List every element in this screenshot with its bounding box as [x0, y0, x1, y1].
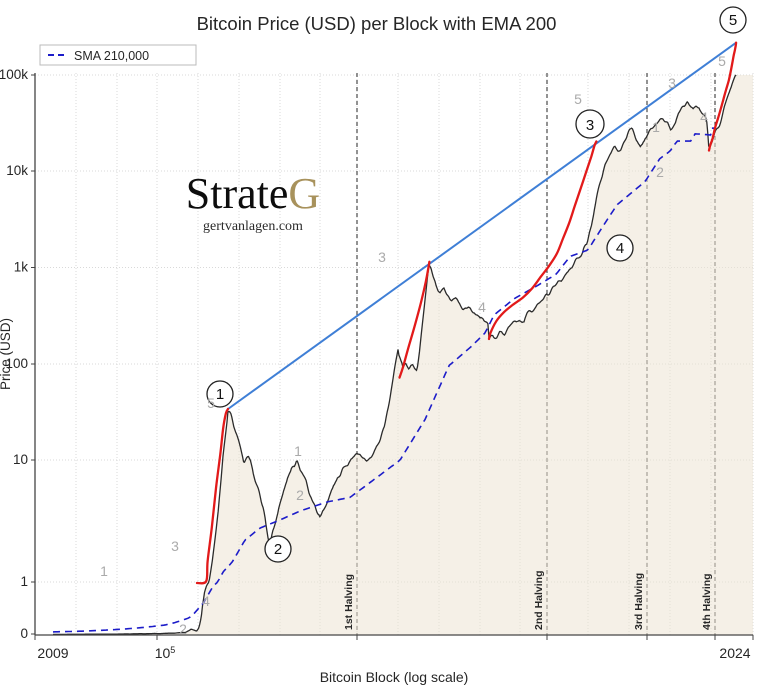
svg-text:4th Halving: 4th Halving	[701, 573, 713, 630]
svg-text:10: 10	[13, 452, 28, 467]
svg-text:1: 1	[216, 386, 224, 403]
svg-text:2009: 2009	[37, 645, 68, 661]
svg-text:1: 1	[100, 563, 108, 579]
svg-text:5: 5	[207, 395, 215, 411]
svg-text:1: 1	[20, 574, 28, 589]
svg-text:4: 4	[202, 593, 210, 609]
svg-text:2: 2	[179, 621, 187, 637]
svg-text:2: 2	[296, 487, 304, 503]
svg-text:2nd Halving: 2nd Halving	[533, 570, 545, 630]
svg-text:2024: 2024	[719, 645, 750, 661]
svg-text:2: 2	[274, 541, 282, 558]
svg-text:SMA 210,000: SMA 210,000	[74, 49, 149, 63]
svg-text:StrateG: StrateG	[186, 169, 320, 218]
svg-text:5: 5	[729, 12, 737, 29]
svg-text:4: 4	[478, 299, 486, 315]
svg-text:1: 1	[652, 119, 660, 135]
svg-text:5: 5	[718, 53, 726, 69]
svg-text:100k: 100k	[0, 67, 28, 82]
svg-text:4: 4	[616, 240, 624, 257]
svg-text:3: 3	[586, 117, 594, 134]
svg-text:Price (USD): Price (USD)	[0, 318, 13, 390]
svg-text:3: 3	[171, 538, 179, 554]
svg-text:1: 1	[294, 443, 302, 459]
svg-text:105: 105	[155, 645, 176, 661]
svg-text:3: 3	[378, 249, 386, 265]
svg-text:4: 4	[700, 109, 708, 125]
svg-text:0: 0	[20, 626, 28, 641]
svg-text:Bitcoin Block (log scale): Bitcoin Block (log scale)	[320, 669, 469, 685]
svg-text:2: 2	[656, 164, 664, 180]
svg-text:gertvanlagen.com: gertvanlagen.com	[203, 219, 303, 234]
svg-text:1st Halving: 1st Halving	[343, 574, 355, 630]
svg-text:3rd Halving: 3rd Halving	[633, 573, 645, 630]
svg-text:10k: 10k	[6, 163, 28, 178]
svg-text:3: 3	[668, 75, 676, 91]
svg-text:1k: 1k	[14, 260, 29, 275]
svg-text:5: 5	[574, 91, 582, 107]
